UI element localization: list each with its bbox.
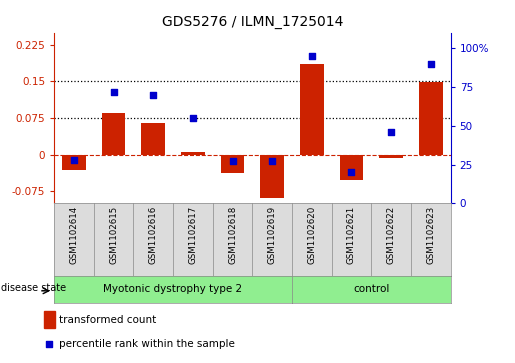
Point xyxy=(228,159,236,164)
Text: disease state: disease state xyxy=(1,283,66,293)
Bar xyxy=(44,311,55,328)
Text: GSM1102621: GSM1102621 xyxy=(347,206,356,264)
Point xyxy=(70,157,78,163)
Text: control: control xyxy=(353,285,389,294)
Point xyxy=(387,129,396,135)
Title: GDS5276 / ILMN_1725014: GDS5276 / ILMN_1725014 xyxy=(162,15,343,29)
Bar xyxy=(101,113,126,155)
Bar xyxy=(181,152,205,155)
Text: GSM1102618: GSM1102618 xyxy=(228,206,237,264)
Bar xyxy=(260,155,284,199)
Point xyxy=(268,159,276,164)
Text: GSM1102617: GSM1102617 xyxy=(188,206,197,264)
Point xyxy=(426,61,435,66)
Text: GSM1102620: GSM1102620 xyxy=(307,206,316,264)
Text: GSM1102616: GSM1102616 xyxy=(149,206,158,264)
Point xyxy=(220,233,228,239)
Text: GSM1102623: GSM1102623 xyxy=(426,206,435,264)
Bar xyxy=(220,155,245,173)
Text: GSM1102615: GSM1102615 xyxy=(109,206,118,264)
Text: Myotonic dystrophy type 2: Myotonic dystrophy type 2 xyxy=(104,285,243,294)
Bar xyxy=(379,155,403,158)
Text: GSM1102614: GSM1102614 xyxy=(70,206,78,264)
Bar xyxy=(62,155,86,170)
Bar xyxy=(339,155,364,180)
Text: percentile rank within the sample: percentile rank within the sample xyxy=(59,339,235,348)
Point xyxy=(149,92,157,98)
Point xyxy=(109,89,117,94)
Bar xyxy=(141,123,165,155)
Point xyxy=(188,115,197,121)
Point xyxy=(347,170,355,175)
Text: GSM1102619: GSM1102619 xyxy=(268,206,277,264)
Point xyxy=(307,53,316,59)
Bar xyxy=(300,64,324,155)
Text: GSM1102622: GSM1102622 xyxy=(387,206,396,264)
Text: transformed count: transformed count xyxy=(59,315,157,325)
Bar xyxy=(419,82,443,155)
